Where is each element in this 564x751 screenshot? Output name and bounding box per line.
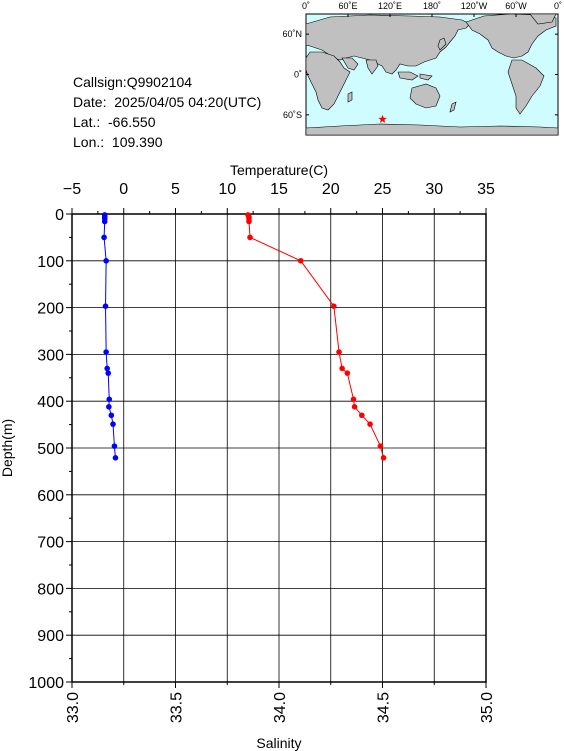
- axes: 0 100 200 300 400 500 600 700 800 900 1000 −5 0 5 10 15…: [28, 181, 496, 723]
- temperature-point: [350, 396, 357, 403]
- map-lon-label: 0˚: [302, 1, 310, 11]
- temperature-tick-label: 30: [425, 181, 443, 198]
- longitude-text: Lon.: 109.390: [73, 134, 163, 150]
- callsign-text: Callsign:Q9902104: [73, 74, 193, 90]
- salinity-tick-label: 34.5: [376, 692, 393, 723]
- map-land: [305, 13, 559, 136]
- map-lat-label: 60˚N: [282, 29, 302, 39]
- location-map: 0˚ 60˚E 120˚E 180˚ 120˚W 60˚W 0˚ 60˚N 0˚ 60˚S: [282, 1, 562, 136]
- depth-axis-label: Depth(m): [0, 419, 15, 477]
- map-lon-label: 120˚W: [461, 1, 488, 11]
- latitude-text: Lat.: -66.550: [73, 114, 156, 130]
- salinity-axis-label: Salinity: [256, 735, 301, 751]
- salinity-point: [101, 234, 107, 241]
- temperature-profile-line: [247, 214, 385, 458]
- salinity-point: [111, 443, 118, 449]
- temperature-tick-label: −5: [63, 181, 81, 198]
- depth-tick-label: 0: [55, 207, 64, 224]
- salinity-point: [106, 396, 113, 403]
- temperature-point: [380, 455, 387, 461]
- map-tick-marks: [305, 14, 559, 116]
- salinity-tick-label: 33.0: [65, 692, 82, 723]
- salinity-point: [110, 421, 116, 427]
- depth-tick-label: 700: [37, 535, 64, 552]
- temperature-tick-label: 20: [322, 181, 340, 198]
- temperature-tick-label: 10: [218, 181, 236, 198]
- station-info: Callsign:Q9902104 Date: 2025/04/05 04:20…: [73, 72, 261, 152]
- map-lon-label: 0˚: [554, 1, 562, 11]
- salinity-point: [112, 455, 119, 461]
- station-marker: [378, 114, 387, 123]
- depth-tick-label: 500: [37, 441, 64, 458]
- date-text: Date: 2025/04/05 04:20(UTC): [73, 94, 262, 110]
- temperature-axis-label: Temperature(C): [230, 162, 328, 178]
- salinity-point: [103, 349, 109, 355]
- depth-tick-label: 1000: [28, 675, 64, 692]
- grid-lines: [71, 213, 487, 683]
- salinity-point: [103, 258, 109, 264]
- temperature-tick-label: 0: [119, 181, 128, 198]
- temperature-point: [377, 443, 384, 449]
- salinity-tick-label: 33.5: [169, 692, 186, 723]
- temperature-tick-label: 25: [374, 181, 392, 198]
- depth-tick-label: 600: [37, 488, 64, 505]
- temperature-point: [336, 349, 342, 355]
- map-lat-label: 0˚: [294, 70, 302, 80]
- salinity-tick-label: 34.0: [272, 692, 289, 723]
- temperature-point: [344, 370, 351, 376]
- temperature-point: [351, 404, 358, 410]
- salinity-point: [104, 365, 110, 372]
- temperature-point: [359, 412, 365, 419]
- temperature-point: [331, 303, 337, 309]
- map-lon-label: 60˚E: [338, 1, 357, 11]
- data-series: [101, 212, 387, 461]
- depth-tick-label: 100: [37, 254, 64, 271]
- temperature-point: [247, 234, 253, 241]
- temperature-tick-label: 35: [477, 181, 495, 198]
- temperature-point: [367, 421, 373, 427]
- salinity-tick-label: 35.0: [479, 692, 496, 723]
- depth-tick-label: 400: [37, 394, 64, 411]
- salinity-point: [105, 370, 112, 376]
- depth-tick-label: 900: [37, 628, 64, 645]
- map-lon-label: 120˚E: [378, 1, 402, 11]
- map-lon-label: 180˚: [423, 1, 441, 11]
- map-labels: 0˚ 60˚E 120˚E 180˚ 120˚W 60˚W 0˚ 60˚N 0˚ 60˚S: [282, 1, 562, 120]
- salinity-point: [108, 412, 115, 419]
- depth-tick-label: 200: [37, 301, 64, 318]
- temperature-tick-label: 15: [270, 181, 288, 198]
- salinity-profile-line: [103, 214, 116, 458]
- map-lon-label: 60˚W: [505, 1, 527, 11]
- temperature-point: [246, 218, 252, 225]
- map-lat-label: 60˚S: [283, 110, 302, 120]
- depth-tick-label: 800: [37, 581, 64, 598]
- salinity-point: [101, 218, 108, 225]
- temperature-point: [297, 258, 304, 264]
- depth-tick-label: 300: [37, 347, 64, 364]
- salinity-point: [106, 404, 112, 410]
- temperature-tick-label: 5: [171, 181, 180, 198]
- plot-area: 0 100 200 300 400 500 600 700 800 900 1000 −5 0 5 10 15…: [0, 162, 496, 751]
- salinity-point: [102, 303, 109, 309]
- temperature-point: [339, 365, 345, 372]
